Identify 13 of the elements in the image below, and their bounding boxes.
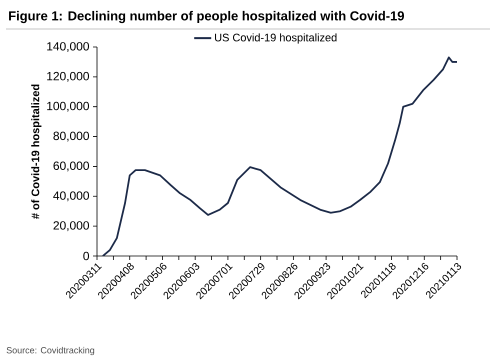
source-note: Source: Covidtracking <box>6 346 94 356</box>
y-tick-label: 20,000 <box>54 221 90 232</box>
y-tick-label: 140,000 <box>47 42 90 52</box>
y-tick-label: 0 <box>83 252 90 260</box>
legend-label: US Covid-19 hospitalized <box>215 33 336 44</box>
line-series <box>102 56 458 256</box>
y-tick-label: 60,000 <box>54 161 90 172</box>
y-tick-label: 40,000 <box>53 191 90 202</box>
y-tick-label: 120,000 <box>47 72 90 82</box>
chart-title: Figure 1: Declining number of people hospitalized with Covid-19 <box>9 10 404 24</box>
y-tick-label: 100,000 <box>47 102 90 112</box>
y-axis-title: # of Covid-19 hospitalized <box>31 84 42 219</box>
y-tick-label: 80,000 <box>53 132 90 142</box>
